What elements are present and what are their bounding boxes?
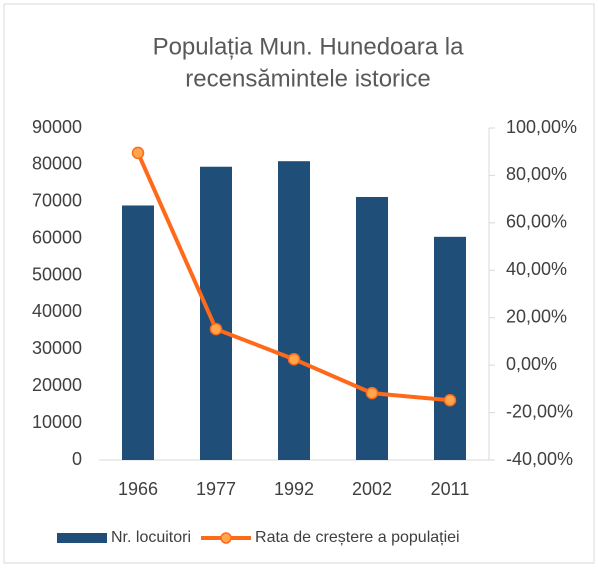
y-tick-label: 90000 — [32, 117, 82, 137]
y2-tick-label: 0,00% — [506, 354, 557, 374]
chart-title: recensămintele istorice — [185, 65, 430, 92]
line-marker — [131, 146, 145, 160]
y-tick-label: 0 — [72, 449, 82, 469]
legend-swatch — [57, 533, 107, 543]
line-marker — [443, 393, 457, 407]
x-tick-label: 1992 — [274, 479, 314, 499]
y2-tick-label: 80,00% — [506, 164, 567, 184]
y-tick-label: 30000 — [32, 338, 82, 358]
x-tick-label: 1966 — [118, 479, 158, 499]
bar — [356, 196, 388, 460]
x-tick-label: 2002 — [352, 479, 392, 499]
legend-label: Rata de creștere a populației — [255, 529, 460, 546]
y-tick-label: 20000 — [32, 375, 82, 395]
y-tick-label: 70000 — [32, 191, 82, 211]
bar — [122, 205, 154, 460]
y2-tick-label: 20,00% — [506, 306, 567, 326]
bar — [200, 166, 232, 460]
y2-tick-label: 100,00% — [506, 117, 577, 137]
y-tick-label: 10000 — [32, 412, 82, 432]
y2-tick-label: -40,00% — [506, 449, 573, 469]
y2-tick-label: 40,00% — [506, 259, 567, 279]
legend-swatch — [220, 532, 232, 544]
y2-tick-label: -20,00% — [506, 401, 573, 421]
legend-label: Nr. locuitori — [111, 529, 191, 546]
chart-title: Populația Mun. Hunedoara la — [153, 33, 465, 60]
line-marker — [365, 386, 379, 400]
y-tick-label: 60000 — [32, 227, 82, 247]
line-marker — [287, 352, 301, 366]
y2-tick-label: 60,00% — [506, 212, 567, 232]
bar — [278, 161, 310, 460]
x-tick-label: 2011 — [431, 479, 470, 499]
y-tick-label: 50000 — [32, 264, 82, 284]
bar — [434, 236, 466, 460]
line-marker — [209, 322, 223, 336]
y-tick-label: 80000 — [32, 154, 82, 174]
y-tick-label: 40000 — [32, 301, 82, 321]
x-tick-label: 1977 — [196, 479, 236, 499]
